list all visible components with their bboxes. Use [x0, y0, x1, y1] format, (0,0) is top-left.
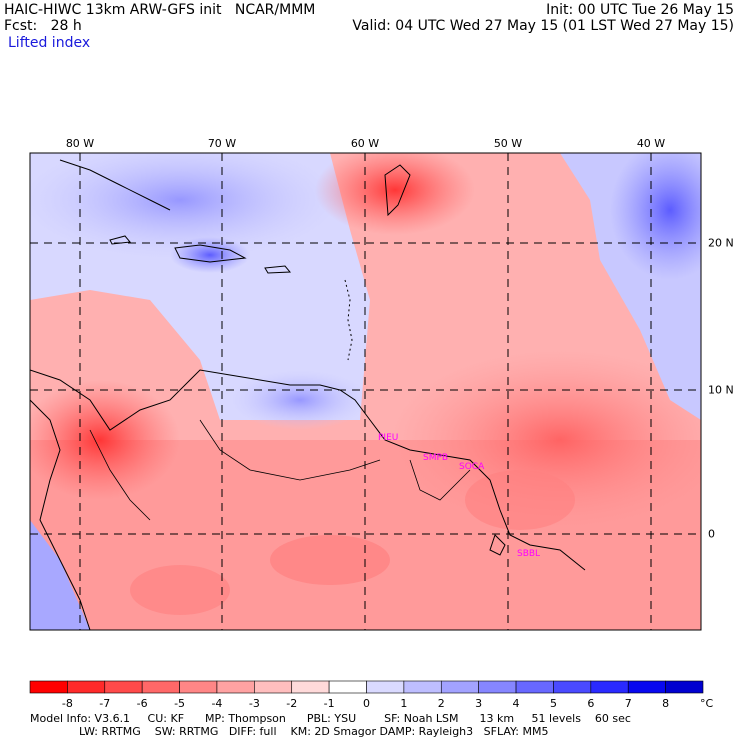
- colorbar-swatch: [254, 680, 293, 694]
- map-frame: [29, 152, 702, 631]
- contour-ne-blob: [384, 164, 411, 217]
- graticule: [30, 153, 701, 630]
- border-venezuela: [199, 419, 381, 481]
- field-cool-north: [30, 153, 340, 260]
- lon-label-40w: 40 W: [636, 137, 666, 150]
- coastline-lesser-antilles: [344, 279, 353, 361]
- colorbar-tick-label: -1: [323, 697, 335, 710]
- colorbar-swatch: [590, 680, 629, 694]
- lon-label-70w: 70 W: [207, 137, 237, 150]
- colorbar-swatch: [665, 680, 704, 694]
- colorbar-tick-label: 1: [400, 697, 408, 710]
- colorbar-tick-label: -5: [174, 697, 186, 710]
- model-title: HAIC-HIWC 13km ARW-GFS init NCAR/MMM: [4, 2, 316, 18]
- colorbar-tick-label: 4: [512, 697, 520, 710]
- coastline-cuba: [59, 159, 171, 211]
- colorbar: [29, 680, 704, 694]
- colorbar-tick-label: -2: [286, 697, 298, 710]
- model-info-line1: Model Info: V3.6.1 CU: KF MP: Thompson P…: [30, 712, 631, 725]
- lat-label-0: 0: [708, 527, 715, 541]
- field-east-warm: [390, 350, 701, 530]
- colorbar-swatch: [216, 680, 255, 694]
- station-labels: PIEU SMPB SOCA SBBL: [378, 433, 540, 559]
- field-cool-hispaniola: [170, 237, 250, 273]
- colorbar-tick-label: 3: [475, 697, 483, 710]
- init-time: Init: 00 UTC Tue 26 May 15: [546, 2, 734, 18]
- field-cool-east-core: [610, 153, 701, 280]
- border-colombia: [89, 429, 151, 521]
- forecast-hour: Fcst: 28 h: [4, 18, 82, 34]
- field-blob-2: [465, 470, 575, 530]
- coastline-pacific: [30, 399, 91, 630]
- colorbar-tick-label: -6: [136, 697, 148, 710]
- colorbar-tick-label: 0: [363, 697, 370, 710]
- lon-label-60w: 60 W: [350, 137, 380, 150]
- colorbar-swatch: [553, 680, 592, 694]
- colorbar-swatch: [627, 680, 666, 694]
- colorbar-tick-label: -3: [248, 697, 260, 710]
- station-soca: SOCA: [459, 462, 485, 472]
- colorbar-tick-label: 8: [662, 697, 670, 710]
- field-name: Lifted index: [8, 35, 91, 51]
- coastline-puerto-rico: [264, 265, 292, 274]
- station-sbbl: SBBL: [517, 549, 540, 559]
- border-guianas: [409, 459, 471, 501]
- colorbar-swatch: [67, 680, 106, 694]
- field-warm-west: [30, 380, 180, 500]
- colorbar-swatch: [366, 680, 405, 694]
- colorbar-tick-label: 5: [549, 697, 557, 710]
- model-info-line2: LW: RRTMG SW: RRTMG DIFF: full KM: 2D Sm…: [30, 725, 549, 738]
- lat-label-20n: 20 N: [708, 236, 734, 250]
- field-warm-ne: [315, 153, 475, 235]
- map-field: PIEU SMPB SOCA SBBL: [30, 153, 701, 630]
- field-blob-1: [270, 535, 390, 585]
- colorbar-unit: °C: [700, 697, 714, 710]
- station-pieu: PIEU: [378, 433, 398, 443]
- coastline-jamaica: [109, 235, 131, 245]
- colorbar-tick-label: 6: [587, 697, 595, 710]
- coastline-hispaniola: [174, 244, 247, 263]
- colorbar-tick-label: -4: [211, 697, 223, 710]
- colorbar-swatch: [29, 680, 68, 694]
- field-blob-3: [130, 565, 230, 615]
- field-cool-center: [230, 370, 370, 430]
- colorbar-tick-label: -7: [99, 697, 111, 710]
- colorbar-swatch: [104, 680, 143, 694]
- colorbar-tick-label: -8: [61, 697, 73, 710]
- colorbar-swatch: [291, 680, 330, 694]
- colorbar-swatch: [515, 680, 554, 694]
- colorbar-swatch: [179, 680, 218, 694]
- field-cool-pacific: [30, 520, 90, 630]
- station-smpb: SMPB: [423, 453, 448, 463]
- lon-label-50w: 50 W: [493, 137, 523, 150]
- colorbar-swatch: [440, 680, 479, 694]
- colorbar-tick-label: 7: [624, 697, 632, 710]
- lat-label-10n: 10 N: [708, 383, 734, 397]
- colorbar-swatch: [328, 680, 367, 694]
- lon-label-80w: 80 W: [65, 137, 95, 150]
- colorbar-swatch: [478, 680, 517, 694]
- coastline-marajo: [489, 534, 506, 556]
- valid-time: Valid: 04 UTC Wed 27 May 15 (01 LST Wed …: [352, 18, 734, 34]
- colorbar-tick-label: 2: [437, 697, 445, 710]
- colorbar-swatch: [141, 680, 180, 694]
- colorbar-swatch: [403, 680, 442, 694]
